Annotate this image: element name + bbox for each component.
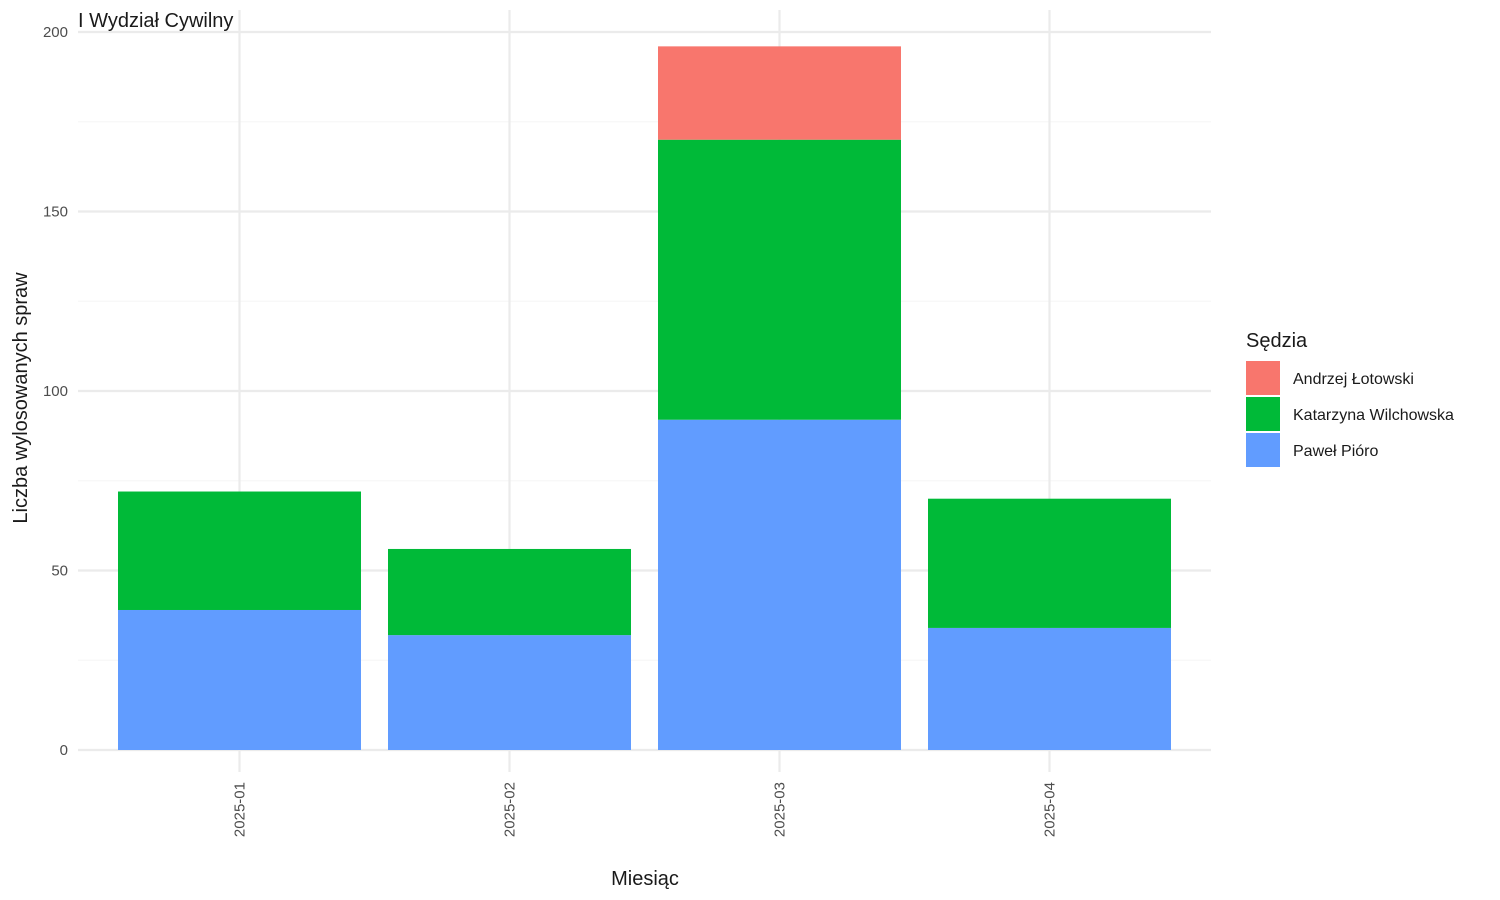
bars xyxy=(118,46,1171,750)
legend-label: Katarzyna Wilchowska xyxy=(1293,407,1454,424)
chart-title: I Wydział Cywilny xyxy=(78,10,233,32)
y-tick-label: 0 xyxy=(60,742,68,759)
legend-items: Andrzej Łotowski Katarzyna Wilchowska Pawe… xyxy=(1246,361,1454,467)
legend-swatch xyxy=(1246,433,1280,467)
x-axis-title: Miesiąc xyxy=(611,868,679,890)
legend-label: Paweł Pióro xyxy=(1293,443,1378,460)
y-axis-title: Liczba wylosowanych spraw xyxy=(10,272,32,524)
y-tick-label: 150 xyxy=(43,204,68,221)
bar-segment xyxy=(658,46,901,140)
legend-label: Andrzej Łotowski xyxy=(1293,371,1414,388)
x-tick-label: 2025-01 xyxy=(232,782,249,837)
x-axis-ticks: 2025-01 2025-02 2025-03 2025-04 xyxy=(232,782,1059,837)
x-tick-label: 2025-03 xyxy=(772,782,789,837)
legend-swatch xyxy=(1246,361,1280,395)
y-tick-label: 100 xyxy=(43,383,68,400)
legend: Sędzia Andrzej Łotowski Katarzyna Wilchow… xyxy=(1246,330,1454,467)
x-tick-label: 2025-02 xyxy=(502,782,519,837)
bar-segment xyxy=(928,627,1171,750)
bar-segment xyxy=(388,635,631,750)
legend-title: Sędzia xyxy=(1246,330,1308,352)
bar-segment xyxy=(118,491,361,610)
y-tick-label: 200 xyxy=(43,24,68,41)
legend-swatch xyxy=(1246,397,1280,431)
y-tick-label: 50 xyxy=(51,563,68,580)
x-tick-label: 2025-04 xyxy=(1042,782,1059,837)
bar-segment xyxy=(388,548,631,636)
y-axis-ticks: 0 50 100 150 200 xyxy=(43,24,68,759)
bar-segment xyxy=(658,139,901,420)
bar-segment xyxy=(658,419,901,750)
bar-segment xyxy=(928,498,1171,628)
bar-segment xyxy=(118,609,361,750)
